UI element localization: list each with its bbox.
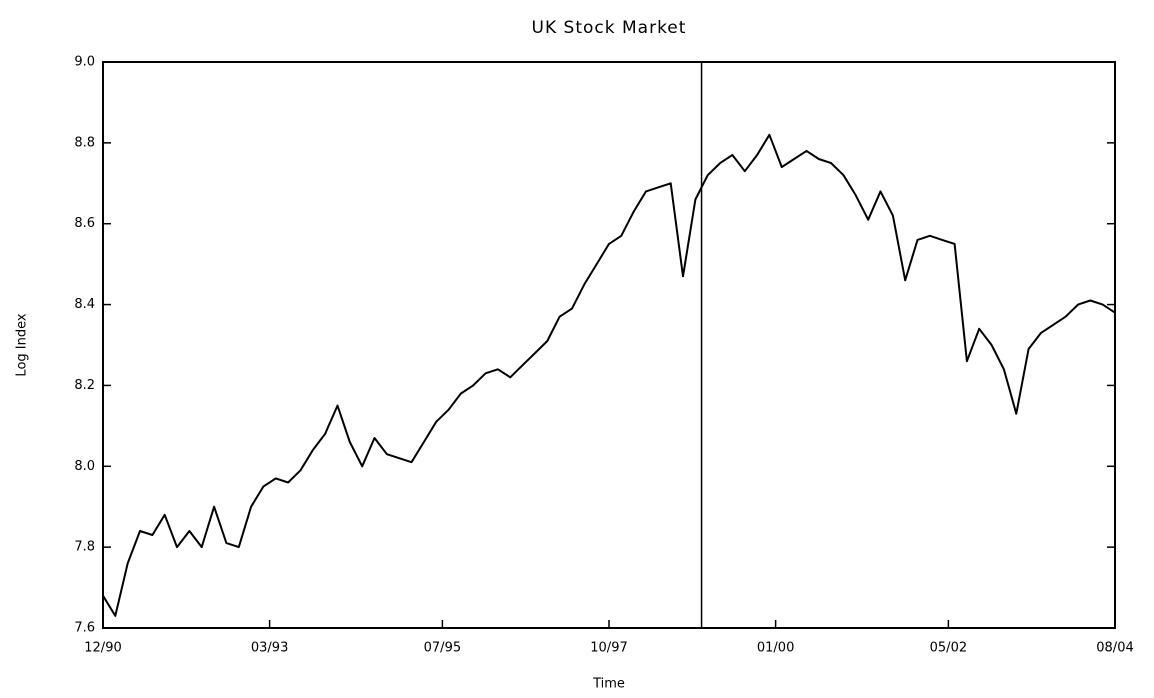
y-tick-label: 8.0 bbox=[74, 459, 95, 474]
x-tick-label: 07/95 bbox=[424, 641, 461, 656]
x-tick-label: 03/93 bbox=[251, 641, 288, 656]
y-axis-label: Log Index bbox=[15, 313, 30, 376]
y-tick-label: 7.8 bbox=[74, 540, 95, 555]
y-tick-label: 7.6 bbox=[74, 621, 95, 636]
plot-frame bbox=[102, 61, 1116, 629]
y-tick-label: 8.8 bbox=[74, 135, 95, 150]
x-tick-label: 10/97 bbox=[590, 641, 627, 656]
x-tick-label: 08/04 bbox=[1096, 641, 1133, 656]
data-line bbox=[102, 133, 1116, 617]
x-tick-label: 01/00 bbox=[757, 641, 794, 656]
y-tick-label: 8.4 bbox=[74, 297, 95, 312]
y-tick-label: 8.6 bbox=[74, 216, 95, 231]
y-tick-label: 9.0 bbox=[74, 55, 95, 70]
x-tick-label: 12/90 bbox=[84, 641, 121, 656]
x-axis-label: Time bbox=[592, 677, 625, 692]
chart-title: UK Stock Market bbox=[532, 18, 687, 38]
x-tick-label: 05/02 bbox=[930, 641, 967, 656]
y-tick-label: 8.2 bbox=[74, 378, 95, 393]
